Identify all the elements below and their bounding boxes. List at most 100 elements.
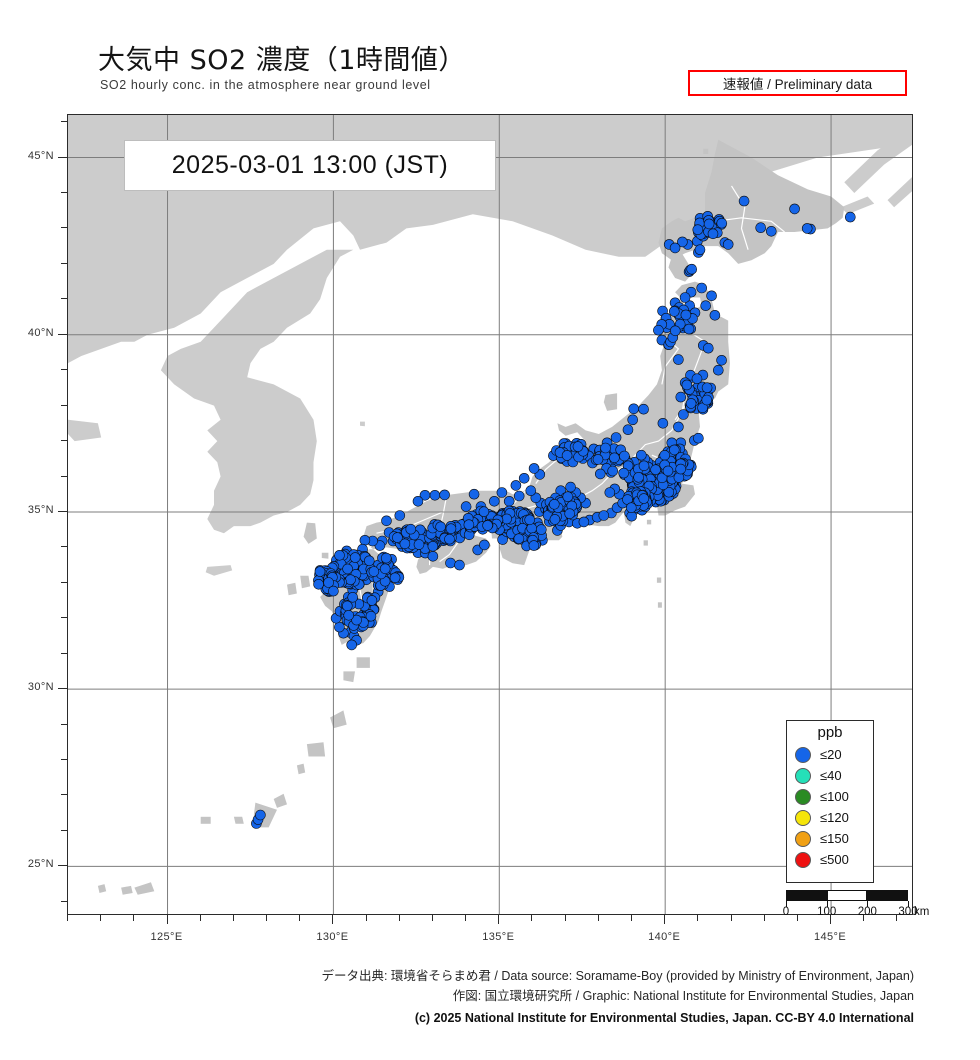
station-point[interactable] — [347, 591, 359, 603]
station-point[interactable] — [463, 519, 475, 531]
station-point[interactable] — [349, 552, 361, 563]
station-point[interactable] — [703, 218, 715, 230]
station-point[interactable] — [700, 300, 712, 311]
station-point[interactable] — [669, 242, 681, 254]
station-point[interactable] — [709, 310, 721, 321]
station-point[interactable] — [844, 211, 856, 223]
station-point[interactable] — [609, 452, 620, 464]
station-point[interactable] — [365, 610, 377, 622]
station-point[interactable] — [675, 463, 687, 475]
station-point[interactable] — [439, 489, 450, 501]
station-point[interactable] — [503, 495, 515, 507]
station-point[interactable] — [681, 379, 693, 391]
station-point[interactable] — [435, 521, 446, 533]
station-point[interactable] — [677, 236, 688, 248]
station-point[interactable] — [801, 223, 813, 234]
station-point[interactable] — [765, 226, 777, 237]
station-point[interactable] — [619, 450, 630, 462]
station-point[interactable] — [549, 514, 561, 525]
station-point[interactable] — [345, 574, 356, 586]
station-point[interactable] — [618, 467, 630, 479]
station-point[interactable] — [255, 809, 266, 821]
station-point[interactable] — [460, 501, 472, 512]
station-point[interactable] — [468, 488, 480, 500]
station-point[interactable] — [524, 514, 536, 526]
station-point[interactable] — [789, 203, 800, 215]
station-point[interactable] — [328, 585, 339, 597]
station-point[interactable] — [702, 342, 714, 354]
station-point[interactable] — [686, 263, 698, 275]
station-point[interactable] — [600, 442, 611, 454]
station-point[interactable] — [359, 534, 371, 546]
station-point[interactable] — [633, 471, 644, 483]
station-point[interactable] — [673, 354, 684, 365]
station-point[interactable] — [607, 465, 619, 477]
station-point[interactable] — [427, 550, 439, 562]
station-point[interactable] — [622, 424, 634, 436]
station-point[interactable] — [722, 239, 734, 250]
station-point[interactable] — [694, 244, 706, 255]
station-point[interactable] — [478, 506, 490, 518]
station-point[interactable] — [638, 460, 650, 472]
station-point[interactable] — [343, 609, 355, 621]
station-point[interactable] — [380, 552, 392, 564]
station-point[interactable] — [692, 224, 704, 235]
station-point[interactable] — [755, 222, 767, 233]
station-point[interactable] — [572, 441, 584, 452]
station-point[interactable] — [598, 510, 610, 521]
station-point[interactable] — [627, 414, 639, 426]
station-point[interactable] — [381, 515, 392, 527]
station-point[interactable] — [366, 595, 378, 606]
station-point[interactable] — [635, 449, 647, 461]
station-point[interactable] — [675, 391, 687, 403]
station-point[interactable] — [679, 292, 691, 303]
station-point[interactable] — [657, 417, 669, 429]
station-point[interactable] — [673, 421, 684, 433]
station-point[interactable] — [663, 486, 675, 498]
station-point[interactable] — [678, 409, 689, 420]
station-point[interactable] — [314, 566, 326, 577]
station-point[interactable] — [594, 468, 606, 480]
station-point[interactable] — [334, 549, 345, 561]
station-point[interactable] — [501, 513, 513, 525]
station-point[interactable] — [342, 563, 353, 575]
station-point[interactable] — [669, 325, 681, 337]
station-point[interactable] — [496, 487, 508, 498]
station-point[interactable] — [578, 516, 590, 528]
station-point[interactable] — [488, 495, 500, 507]
station-point[interactable] — [341, 600, 353, 612]
station-point[interactable] — [701, 382, 713, 394]
station-point[interactable] — [412, 495, 424, 507]
station-point[interactable] — [653, 324, 664, 336]
station-point[interactable] — [379, 563, 391, 575]
station-point[interactable] — [419, 489, 431, 501]
station-point[interactable] — [445, 557, 456, 569]
station-point[interactable] — [738, 195, 750, 207]
station-point[interactable] — [389, 572, 401, 584]
station-point[interactable] — [707, 228, 719, 240]
station-point[interactable] — [561, 450, 573, 461]
station-point[interactable] — [693, 432, 704, 444]
station-point[interactable] — [610, 432, 622, 443]
station-point[interactable] — [525, 485, 537, 497]
station-point[interactable] — [638, 493, 650, 504]
station-point[interactable] — [323, 577, 334, 588]
station-point[interactable] — [405, 523, 417, 535]
station-point[interactable] — [628, 403, 640, 415]
station-point[interactable] — [683, 323, 695, 335]
station-point[interactable] — [562, 491, 574, 503]
station-point[interactable] — [712, 364, 724, 376]
station-point[interactable] — [346, 639, 358, 651]
station-point[interactable] — [429, 489, 441, 501]
station-point[interactable] — [510, 480, 522, 491]
station-point[interactable] — [518, 472, 530, 484]
station-point[interactable] — [659, 449, 671, 461]
station-point[interactable] — [513, 533, 525, 545]
station-point[interactable] — [513, 490, 525, 502]
station-point[interactable] — [482, 520, 493, 531]
station-point[interactable] — [454, 559, 465, 571]
station-point[interactable] — [604, 487, 616, 498]
station-point[interactable] — [351, 614, 362, 626]
station-point[interactable] — [716, 217, 728, 229]
station-point[interactable] — [691, 373, 703, 385]
